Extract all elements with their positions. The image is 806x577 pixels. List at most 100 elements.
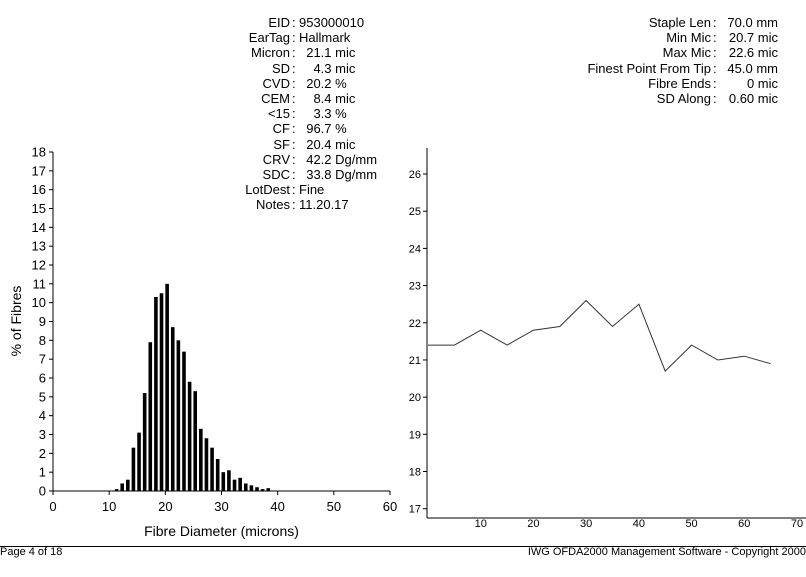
stat-value: 0 mic <box>746 75 778 91</box>
y-tick-label: 6 <box>39 371 46 386</box>
stat-separator: : <box>292 121 296 137</box>
stat-value: 4.3 mic <box>299 60 356 76</box>
histogram-bar <box>199 428 203 491</box>
histogram-bar <box>126 479 130 491</box>
x-tick-label: 10 <box>475 518 487 530</box>
stat-value: 22.6 mic <box>728 45 778 61</box>
stat-label: SD Along <box>656 91 711 106</box>
x-tick-label: 40 <box>270 499 284 514</box>
stat-separator: : <box>292 136 296 152</box>
histogram-bar <box>221 472 226 491</box>
histogram-bar <box>176 340 181 491</box>
x-tick-label: 0 <box>49 499 56 514</box>
stat-label: Finest Point From Tip <box>587 60 711 76</box>
histogram-bar <box>159 293 164 491</box>
histogram-bar <box>243 483 248 491</box>
stat-label: <15 <box>267 106 290 122</box>
x-tick-label: 60 <box>383 499 397 514</box>
x-tick-label: 10 <box>102 499 116 514</box>
stat-label: Fibre Ends <box>648 75 711 91</box>
x-axis-title: Fibre Diameter (microns) <box>144 523 299 539</box>
x-tick-label: 20 <box>158 499 172 514</box>
histogram-bar <box>131 447 136 491</box>
stat-separator: : <box>292 151 296 167</box>
x-tick-label: 60 <box>738 518 750 530</box>
histogram-bar <box>114 489 119 491</box>
stat-value: 8.4 mic <box>299 91 356 106</box>
stat-label: CRV <box>262 151 290 167</box>
stat-separator: : <box>713 45 717 61</box>
stat-separator: : <box>292 91 296 106</box>
y-tick-label: 9 <box>39 314 46 329</box>
histogram-bar <box>165 283 169 491</box>
y-tick-label: 18 <box>409 467 421 479</box>
y-tick-label: 23 <box>409 281 421 293</box>
x-tick-label: 40 <box>633 518 645 530</box>
y-tick-label: 22 <box>409 318 421 330</box>
stat-separator: : <box>713 91 717 106</box>
histogram-bar <box>120 483 124 491</box>
stat-value: 20.7 mic <box>728 30 778 46</box>
y-tick-label: 1 <box>39 465 46 480</box>
stat-value: 11.20.17 <box>299 197 349 213</box>
stat-label: EarTag <box>248 30 290 46</box>
histogram-bar <box>266 488 271 491</box>
histogram-bar <box>232 479 237 491</box>
stat-value: 70.0 mm <box>727 15 778 30</box>
x-tick-label: 50 <box>327 499 341 514</box>
y-tick-label: 12 <box>32 258 46 273</box>
y-tick-label: 4 <box>39 408 46 423</box>
y-tick-label: 18 <box>32 145 46 160</box>
stat-value: 21.1 mic <box>299 45 356 61</box>
stat-label: CF <box>272 121 290 137</box>
stat-label: Staple Len <box>648 15 711 30</box>
x-tick-label: 20 <box>527 518 539 530</box>
stat-label: Notes <box>256 197 290 213</box>
micron-profile-line <box>428 299 771 372</box>
y-tick-label: 21 <box>409 355 421 367</box>
stat-label: SDC <box>262 167 290 182</box>
histogram-bar <box>210 447 214 491</box>
stat-separator: : <box>713 15 717 30</box>
y-tick-label: 16 <box>32 182 46 197</box>
histogram-bar <box>238 477 242 491</box>
y-tick-label: 3 <box>39 427 46 442</box>
x-tick-label: 50 <box>685 518 697 530</box>
stat-label: Max Mic <box>662 45 711 61</box>
y-axis-title: % of Fibres <box>8 286 24 357</box>
y-tick-label: 0 <box>39 484 46 499</box>
y-tick-label: 11 <box>33 276 47 291</box>
stat-label: SF <box>273 136 290 152</box>
stat-label: Micron <box>250 45 290 61</box>
page-number: Page 4 of 18 <box>0 546 63 558</box>
stat-value: 96.7 % <box>299 121 347 137</box>
histogram-bar <box>204 438 209 491</box>
x-tick-label: 30 <box>214 499 228 514</box>
y-tick-label: 25 <box>409 206 421 218</box>
stat-separator: : <box>292 197 296 213</box>
y-tick-label: 15 <box>32 201 46 216</box>
software-credit: IWG OFDA2000 Management Software - Copyr… <box>527 546 806 558</box>
stat-separator: : <box>713 30 717 46</box>
y-tick-label: 17 <box>32 163 46 178</box>
stat-separator: : <box>292 15 296 30</box>
stat-label: CEM <box>261 91 290 106</box>
histogram-bar <box>142 393 147 491</box>
stat-separator: : <box>292 106 296 122</box>
stat-separator: : <box>292 182 296 198</box>
stat-value: Fine <box>299 182 325 198</box>
y-tick-label: 26 <box>409 169 421 181</box>
y-tick-label: 19 <box>409 429 421 441</box>
stat-separator: : <box>292 45 296 61</box>
histogram-bar <box>260 489 265 491</box>
stat-separator: : <box>713 75 717 91</box>
stat-label: LotDest <box>245 182 290 198</box>
stat-value: 20.4 mic <box>299 136 356 152</box>
histogram-bar <box>182 351 186 491</box>
stat-value: Hallmark <box>299 30 351 46</box>
y-tick-label: 17 <box>409 504 421 516</box>
x-tick-label: 70 <box>791 518 803 530</box>
stat-value: 3.3 % <box>299 106 347 122</box>
histogram-bar <box>227 470 231 491</box>
